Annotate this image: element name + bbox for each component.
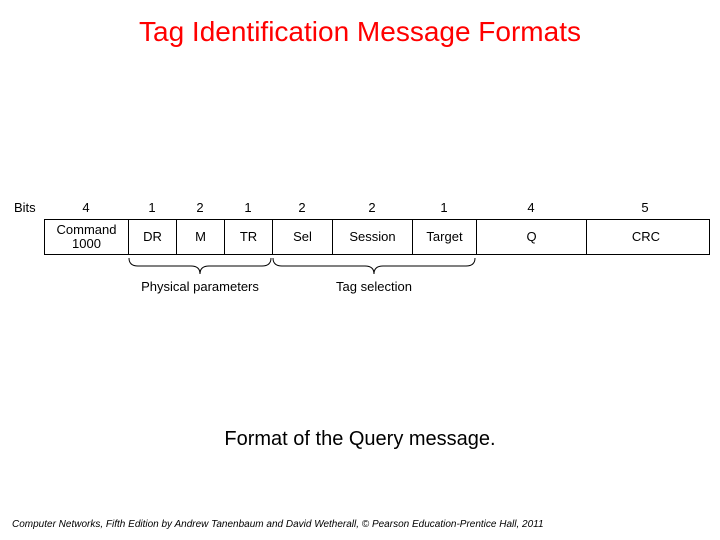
- bits-label: Bits: [14, 200, 44, 215]
- copyright-footer: Computer Networks, Fifth Edition by Andr…: [12, 519, 708, 530]
- field-cell: Q: [477, 220, 587, 254]
- bits-header-row: Bits 412122145: [10, 200, 710, 215]
- bits-count: 2: [176, 200, 224, 215]
- message-format-diagram: Bits 412122145 Command1000DRMTRSelSessio…: [10, 200, 710, 307]
- field-cell: CRC: [587, 220, 705, 254]
- field-cell: Target: [413, 220, 477, 254]
- bits-count: 1: [224, 200, 272, 215]
- brace-label: Tag selection: [272, 279, 476, 294]
- field-cell: Command1000: [45, 220, 129, 254]
- brace-icon: [128, 257, 272, 277]
- figure-caption: Format of the Query message.: [0, 428, 720, 451]
- bits-count: 4: [476, 200, 586, 215]
- field-cell: DR: [129, 220, 177, 254]
- brace-icon: [272, 257, 476, 277]
- field-cell: TR: [225, 220, 273, 254]
- bits-count: 4: [44, 200, 128, 215]
- fields-row: Command1000DRMTRSelSessionTargetQCRC: [44, 219, 710, 255]
- bits-count: 2: [272, 200, 332, 215]
- field-cell: Session: [333, 220, 413, 254]
- bits-count: 1: [128, 200, 176, 215]
- slide-title: Tag Identification Message Formats: [0, 16, 720, 48]
- bits-count: 2: [332, 200, 412, 215]
- field-cell: M: [177, 220, 225, 254]
- brace-annotations: Physical parametersTag selection: [44, 257, 710, 307]
- bits-count: 1: [412, 200, 476, 215]
- brace-label: Physical parameters: [128, 279, 272, 294]
- field-cell: Sel: [273, 220, 333, 254]
- bits-count: 5: [586, 200, 704, 215]
